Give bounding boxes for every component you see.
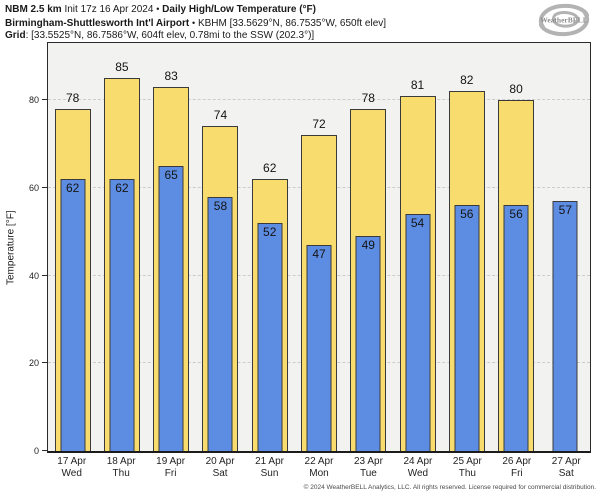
x-tick-day: Thu: [112, 468, 130, 479]
separator-dot: •: [192, 17, 196, 28]
x-tick-label: 21 Apr Sun: [255, 456, 284, 480]
y-tick-label: 0: [33, 446, 39, 456]
y-tick-label: 80: [28, 95, 39, 105]
low-value-label: 54: [410, 216, 425, 230]
low-bar: [109, 179, 135, 451]
header-line-3: Grid: [33.5525°N, 86.7586°W, 604ft elev,…: [5, 30, 386, 43]
x-tick-date: 23 Apr: [353, 456, 383, 467]
high-value-label: 81: [410, 78, 425, 92]
x-tick-label: 27 Apr Sat: [552, 456, 581, 480]
low-value-label: 47: [312, 247, 326, 261]
x-tick-date: 22 Apr: [304, 456, 334, 467]
low-value-label: 49: [361, 238, 375, 252]
low-value-label: 65: [164, 168, 178, 182]
model-name: NBM 2.5 km: [5, 4, 62, 15]
x-tick-date: 26 Apr: [502, 456, 532, 467]
x-tick-date: 17 Apr: [57, 456, 87, 467]
x-tick-date: 27 Apr: [551, 456, 581, 467]
header-line-2: Birmingham-Shuttlesworth Int'l Airport •…: [5, 17, 386, 31]
x-tick-label: 26 Apr Fri: [502, 456, 531, 480]
low-value-label: 62: [65, 181, 80, 195]
low-bar: [355, 236, 381, 451]
weatherbell-logo: WeatherBELL: [534, 2, 594, 38]
station-name: Birmingham-Shuttlesworth Int'l Airport: [5, 17, 190, 29]
x-tick-day: Sat: [558, 468, 574, 479]
x-tick-label: 17 Apr Wed: [57, 456, 86, 480]
low-bar: [207, 197, 233, 451]
header-line-1: NBM 2.5 km Init 17z 16 Apr 2024 • Daily …: [5, 3, 386, 17]
x-tick-day: Sun: [260, 468, 279, 479]
x-tick-day: Fri: [510, 468, 523, 479]
y-tick-mark: [42, 186, 47, 188]
y-tick-mark: [42, 361, 47, 363]
gridline-80: [48, 99, 590, 100]
low-bar: [257, 223, 283, 451]
x-tick-day: Wed: [407, 468, 429, 479]
grid-info: : [33.5525°N, 86.7586°W, 604ft elev, 0.7…: [25, 30, 315, 41]
station-info: KBHM [33.5629°N, 86.7535°W, 650ft elev]: [197, 17, 387, 29]
copyright-notice: © 2024 WeatherBELL Analytics, LLC. All r…: [303, 484, 596, 491]
y-tick-label: 20: [28, 358, 39, 368]
high-value-label: 85: [115, 60, 129, 74]
x-tick-date: 20 Apr: [205, 456, 235, 467]
x-tick-date: 21 Apr: [255, 456, 284, 467]
high-value-label: 80: [509, 82, 523, 96]
y-tick-label: 40: [28, 271, 39, 281]
x-tick-day: Fri: [164, 468, 177, 479]
x-tick-date: 19 Apr: [156, 456, 186, 467]
x-tick-label: 23 Apr Tue: [354, 456, 383, 480]
low-value-label: 56: [509, 207, 523, 221]
low-value-label: 52: [263, 225, 277, 239]
y-tick-mark: [42, 274, 47, 276]
y-tick-label: 60: [28, 183, 39, 193]
init-time: Init 17z 16 Apr 2024: [64, 4, 154, 15]
high-value-label: 82: [460, 73, 474, 87]
x-tick-label: 20 Apr Sat: [206, 456, 235, 480]
x-tick-day: Mon: [309, 468, 329, 479]
low-value-label: 62: [115, 181, 129, 195]
x-tick-date: 24 Apr: [403, 456, 433, 467]
x-axis-labels: 17 Apr Wed 18 Apr Thu 19 Apr Fri 20 Apr Sat 21 A…: [47, 456, 591, 484]
x-tick-label: 18 Apr Thu: [107, 456, 136, 480]
x-tick-day: Sat: [212, 468, 228, 479]
high-value-label: 78: [361, 91, 375, 105]
x-tick-date: 18 Apr: [106, 456, 136, 467]
x-tick-day: Wed: [61, 468, 82, 479]
x-tick-date: 25 Apr: [452, 456, 482, 467]
low-bar: [60, 179, 86, 451]
x-tick-label: 24 Apr Wed: [403, 456, 432, 480]
low-bar: [405, 214, 431, 451]
logo-brand-text: WeatherBELL: [540, 16, 588, 25]
chart-header: NBM 2.5 km Init 17z 16 Apr 2024 • Daily …: [5, 3, 386, 43]
y-tick-mark: [42, 98, 47, 100]
low-bar: [503, 205, 529, 451]
low-bar: [306, 245, 332, 451]
separator-dot: •: [156, 4, 160, 14]
plot-area: 0 20 40 60 80 78 62 85 62 83 65 74 58 62 52 72 47 78 49 81 5…: [29, 42, 591, 456]
low-bar: [454, 205, 480, 451]
hurricane-swirl-icon: WeatherBELL: [538, 3, 590, 37]
low-value-label: 58: [213, 199, 228, 213]
high-value-label: 83: [164, 69, 178, 83]
high-value-label: 74: [213, 108, 228, 122]
high-value-label: 78: [65, 91, 80, 105]
x-tick-day: Thu: [458, 468, 476, 479]
low-bar: [552, 201, 578, 451]
y-tick-mark: [42, 449, 47, 451]
x-tick-label: 22 Apr Mon: [305, 456, 334, 480]
low-bar: [158, 166, 184, 451]
grid-label: Grid: [5, 30, 26, 41]
low-value-label: 57: [558, 203, 573, 217]
high-value-label: 72: [312, 117, 326, 131]
x-tick-label: 25 Apr Thu: [453, 456, 482, 480]
low-value-label: 56: [460, 207, 474, 221]
high-value-label: 62: [263, 161, 277, 175]
x-tick-day: Tue: [360, 468, 377, 479]
x-tick-label: 19 Apr Fri: [156, 456, 185, 480]
product-title: Daily High/Low Temperature (°F): [162, 4, 316, 15]
